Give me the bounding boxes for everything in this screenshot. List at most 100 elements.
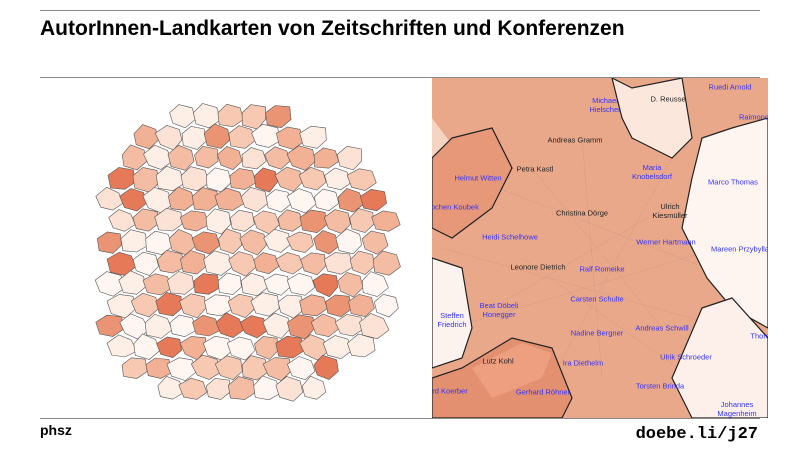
author-label: Heidi Schelhowe [482, 232, 538, 242]
map-cell [133, 333, 161, 360]
map-cell [313, 147, 340, 169]
map-cell [178, 377, 208, 400]
author-label: Andreas Schwill [635, 323, 689, 333]
author-label: Thors [750, 331, 768, 341]
map-cell [95, 186, 124, 211]
author-label: Jochen Koubek [432, 202, 479, 212]
map-cell [299, 125, 327, 149]
map-cell [253, 252, 280, 275]
author-label: Ira Diethelm [562, 358, 604, 368]
map-cell [240, 186, 268, 213]
map-cell [203, 250, 233, 276]
map-cell [239, 229, 267, 256]
map-cell [203, 123, 230, 149]
map-cell [227, 293, 256, 319]
map-cell [275, 376, 304, 402]
map-cell [313, 188, 340, 212]
map-cell [299, 209, 328, 234]
map-cell [275, 252, 304, 275]
author-label: Ralf Romeike [579, 264, 625, 274]
map-cell [359, 313, 390, 340]
map-cell [229, 209, 255, 232]
map-cell [204, 294, 234, 317]
map-cell [262, 312, 291, 339]
map-cell [312, 273, 339, 298]
map-cell [274, 166, 303, 192]
map-cell [239, 315, 269, 339]
region [671, 297, 768, 418]
map-cell [155, 165, 186, 192]
author-label: Marco Thomas [708, 177, 758, 187]
map-cell [205, 378, 231, 400]
overview-map-svg [94, 103, 401, 402]
map-cell [322, 335, 353, 360]
edges [441, 137, 763, 379]
author-label: Johannes Magenheim [717, 400, 757, 418]
map-cell [179, 293, 207, 319]
author-label: Helmut Witten [454, 173, 502, 183]
map-cell [310, 313, 339, 338]
map-cell [214, 355, 243, 380]
map-cell [374, 293, 399, 318]
map-cell [95, 314, 124, 337]
map-cell [265, 189, 292, 213]
map-cell [193, 273, 221, 295]
author-label: Michael Hielscher [589, 96, 621, 114]
map-cell [301, 375, 327, 400]
map-cell [217, 146, 243, 170]
map-cell [194, 145, 219, 169]
map-cell [263, 273, 291, 296]
map-cell [371, 210, 401, 232]
map-cell [323, 252, 354, 275]
map-cell [143, 144, 173, 170]
map-cell [275, 335, 305, 359]
map-cell [227, 376, 256, 400]
map-cell [337, 188, 365, 213]
map-cell [299, 294, 328, 317]
map-cell [121, 144, 148, 171]
map-cell [298, 166, 327, 191]
rule [40, 418, 760, 419]
author-label: Ulrik Schroeder [660, 352, 712, 362]
map-cell [324, 167, 352, 191]
map-cell [167, 144, 195, 171]
map-cell [348, 293, 375, 318]
map-cell [286, 188, 317, 214]
region [611, 78, 693, 159]
footer-left: phsz [40, 422, 72, 438]
map-cell [108, 209, 136, 232]
rule [40, 77, 760, 78]
map-cell [360, 188, 387, 212]
author-label: Ulrich Kiesmüller [652, 202, 688, 220]
map-cell [205, 208, 231, 235]
map-cell [169, 314, 198, 338]
map-cell [106, 334, 138, 358]
map-cell [119, 188, 147, 212]
rule [40, 10, 760, 11]
map-cell [155, 292, 183, 317]
zoom-map: Michael Hielscher D. Reusse Ruedi Arnold Ra… [432, 78, 768, 418]
map-cell [349, 250, 375, 275]
map-cell [334, 314, 364, 337]
map-cell [120, 229, 148, 253]
footer-right: doebe.li/j27 [635, 425, 758, 444]
map-cell [154, 207, 183, 232]
map-cell [145, 357, 174, 379]
author-label: D. Reusse [650, 94, 686, 104]
map-cell [286, 272, 316, 296]
map-cell [325, 294, 353, 318]
author-label: Maria Knobelsdorf [631, 163, 673, 181]
zoom-map-svg [432, 78, 768, 418]
map-cell [169, 104, 196, 129]
map-cell [144, 313, 173, 339]
map-cell [265, 105, 292, 129]
title: AutorInnen-Landkarten von Zeitschriften … [40, 17, 625, 40]
map-cell [142, 273, 173, 296]
author-label: Leonore Dietrich [510, 262, 566, 272]
map-cell [156, 336, 183, 359]
author-label: Werner Hartmann [636, 237, 696, 247]
map-cell [130, 292, 160, 318]
map-cell [181, 125, 208, 150]
map-cell [287, 356, 316, 381]
